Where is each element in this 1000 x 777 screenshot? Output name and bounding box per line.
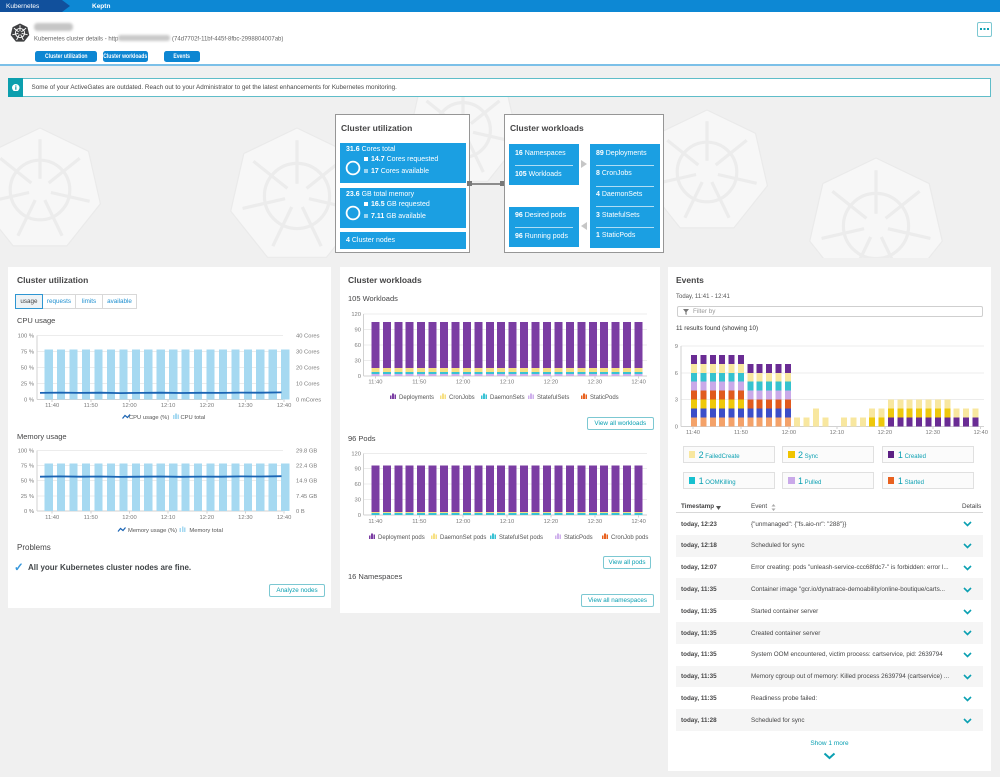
svg-text:11:40: 11:40 [368, 519, 382, 525]
svg-text:Deployment pods: Deployment pods [378, 535, 425, 541]
svg-text:0 B: 0 B [296, 509, 305, 515]
svg-text:Memory usage (%): Memory usage (%) [128, 528, 177, 534]
svg-text:12:10: 12:10 [161, 515, 176, 521]
svg-text:60: 60 [355, 482, 361, 488]
svg-text:30: 30 [355, 358, 361, 364]
svg-text:12:10: 12:10 [830, 430, 845, 436]
svg-text:3: 3 [675, 398, 678, 404]
svg-text:0 %: 0 % [24, 509, 34, 515]
svg-text:12:20: 12:20 [200, 403, 215, 409]
svg-text:22.4 GB: 22.4 GB [296, 464, 317, 470]
svg-text:50 %: 50 % [21, 365, 34, 371]
svg-text:0: 0 [358, 513, 361, 519]
svg-text:11:40: 11:40 [45, 403, 59, 409]
svg-text:Deployments: Deployments [399, 395, 434, 401]
svg-text:75 %: 75 % [21, 464, 34, 470]
svg-text:Memory total: Memory total [189, 528, 223, 534]
svg-text:12:20: 12:20 [878, 430, 893, 436]
svg-text:12:00: 12:00 [456, 519, 471, 525]
svg-text:12:00: 12:00 [782, 430, 797, 436]
svg-text:CronJobs: CronJobs [449, 395, 475, 401]
svg-text:CPU usage (%): CPU usage (%) [129, 415, 169, 421]
svg-text:60: 60 [355, 343, 361, 349]
svg-text:20 Cores: 20 Cores [296, 365, 320, 371]
svg-text:12:30: 12:30 [238, 515, 253, 521]
svg-text:30: 30 [355, 498, 361, 504]
svg-text:StaticPods: StaticPods [564, 535, 593, 541]
svg-text:0 %: 0 % [24, 397, 34, 403]
svg-text:11:50: 11:50 [84, 403, 98, 409]
svg-text:StatefulSets: StatefulSets [537, 395, 569, 401]
svg-text:12:00: 12:00 [456, 380, 471, 386]
svg-text:10 Cores: 10 Cores [296, 381, 320, 387]
svg-text:11:50: 11:50 [412, 380, 426, 386]
svg-text:120: 120 [351, 312, 361, 318]
svg-text:12:10: 12:10 [500, 380, 515, 386]
svg-text:12:20: 12:20 [200, 515, 215, 521]
svg-text:90: 90 [355, 328, 361, 334]
svg-text:120: 120 [351, 451, 361, 457]
svg-text:0: 0 [358, 374, 361, 380]
svg-text:12:40: 12:40 [277, 403, 292, 409]
svg-text:11:40: 11:40 [368, 380, 382, 386]
svg-text:12:40: 12:40 [631, 380, 646, 386]
svg-text:StatefulSet pods: StatefulSet pods [499, 535, 543, 541]
svg-text:12:00: 12:00 [122, 515, 137, 521]
svg-text:40 Cores: 40 Cores [296, 333, 320, 339]
svg-text:12:30: 12:30 [238, 403, 253, 409]
svg-text:11:50: 11:50 [84, 515, 98, 521]
svg-text:6: 6 [675, 371, 678, 377]
svg-text:12:30: 12:30 [926, 430, 941, 436]
svg-text:14.9 GB: 14.9 GB [296, 479, 317, 485]
svg-text:0: 0 [675, 424, 678, 430]
svg-text:90: 90 [355, 467, 361, 473]
svg-text:11:50: 11:50 [734, 430, 748, 436]
svg-text:12:40: 12:40 [973, 430, 988, 436]
svg-text:30 Cores: 30 Cores [296, 349, 320, 355]
svg-text:StaticPods: StaticPods [590, 395, 619, 401]
svg-text:12:20: 12:20 [544, 519, 559, 525]
svg-text:25 %: 25 % [21, 494, 34, 500]
svg-text:100 %: 100 % [18, 333, 34, 339]
svg-text:7.45 GB: 7.45 GB [296, 494, 317, 500]
svg-text:9: 9 [675, 344, 678, 350]
svg-text:11:40: 11:40 [686, 430, 700, 436]
svg-text:50 %: 50 % [21, 479, 34, 485]
svg-text:11:40: 11:40 [45, 515, 59, 521]
svg-text:DaemonSets: DaemonSets [490, 395, 525, 401]
svg-text:12:00: 12:00 [122, 403, 137, 409]
svg-text:12:40: 12:40 [277, 515, 292, 521]
svg-text:11:50: 11:50 [412, 519, 426, 525]
svg-text:29.8 GB: 29.8 GB [296, 448, 317, 454]
svg-text:CPU total: CPU total [181, 415, 206, 421]
svg-text:0 mCores: 0 mCores [296, 397, 321, 403]
svg-text:25 %: 25 % [21, 381, 34, 387]
svg-text:12:30: 12:30 [588, 380, 603, 386]
svg-text:12:10: 12:10 [500, 519, 515, 525]
svg-text:12:30: 12:30 [588, 519, 603, 525]
svg-text:75 %: 75 % [21, 349, 34, 355]
svg-text:100 %: 100 % [18, 448, 34, 454]
svg-text:12:40: 12:40 [631, 519, 646, 525]
svg-text:DaemonSet pods: DaemonSet pods [440, 535, 486, 541]
svg-text:CronJob pods: CronJob pods [611, 535, 648, 541]
svg-text:12:10: 12:10 [161, 403, 176, 409]
svg-text:12:20: 12:20 [544, 380, 559, 386]
